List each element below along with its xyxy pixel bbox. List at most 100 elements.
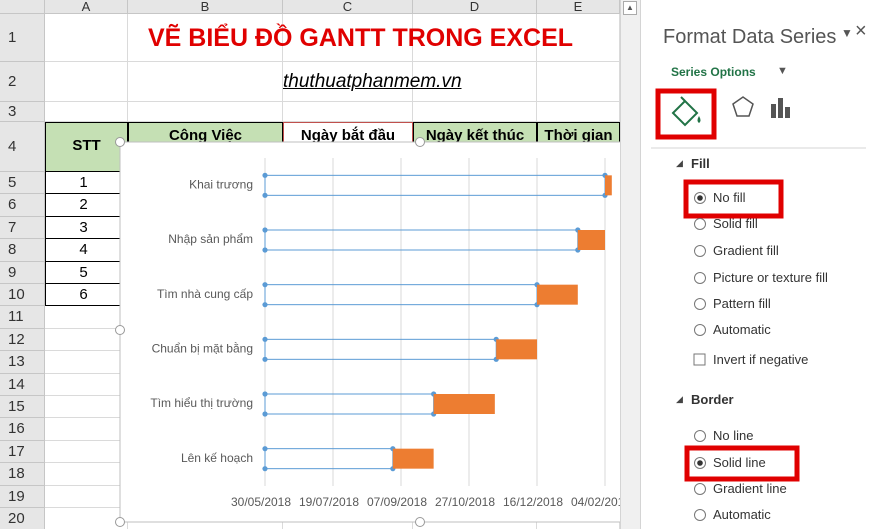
sheet-subtitle: thuthuatphanmem.vn xyxy=(283,71,462,92)
pane-close[interactable]: × xyxy=(855,20,867,42)
duration-bar xyxy=(537,284,578,305)
x-tick-label: 27/10/2018 xyxy=(435,495,495,509)
radio-label[interactable]: Picture or texture fill xyxy=(713,270,828,285)
cell xyxy=(413,14,537,62)
row-header[interactable]: 20 xyxy=(0,508,45,529)
column-header[interactable]: A xyxy=(45,0,128,14)
row-header[interactable]: 12 xyxy=(0,328,45,352)
radio-label[interactable]: Automatic xyxy=(713,507,771,522)
radio-label[interactable]: Solid line xyxy=(713,455,766,470)
highlight-box xyxy=(655,88,717,140)
pane-menu[interactable]: ▼ xyxy=(841,26,853,40)
row-header[interactable]: 8 xyxy=(0,239,45,262)
selection-handle xyxy=(262,446,268,452)
format-pane: Format Data Series ▼ × Series Options ▼ ◢ Fill… xyxy=(640,0,870,529)
row-header[interactable]: 17 xyxy=(0,440,45,464)
effects-icon xyxy=(732,96,754,117)
selection-handle xyxy=(262,282,268,288)
row-header[interactable]: 1 xyxy=(0,14,45,62)
radio-label[interactable]: No line xyxy=(713,428,754,443)
row-header[interactable]: 6 xyxy=(0,194,45,217)
options-icon-3 xyxy=(785,107,790,118)
radio-label[interactable]: Gradient line xyxy=(713,481,787,496)
sheet-title: VẼ BIỂU ĐỒ GANTT TRONG EXCEL xyxy=(148,24,574,52)
selection-handle xyxy=(262,172,268,178)
radio-label[interactable]: Pattern fill xyxy=(713,296,771,311)
radio xyxy=(694,298,706,310)
selection-handle xyxy=(262,391,268,397)
radio-label[interactable]: Solid fill xyxy=(713,216,758,231)
cell xyxy=(128,14,283,62)
series-options-tab[interactable]: Series Options xyxy=(671,65,756,79)
y-tick-label: Chuẩn bị mặt bằng xyxy=(152,341,253,356)
row-header[interactable]: 3 xyxy=(0,102,45,122)
duration-bar xyxy=(392,448,434,469)
worksheet: A B C D E 1 2 3 4 5 6 7 8 9 10 11 12 13 14 15 16 17 18 19 20 VẼ B… xyxy=(0,0,620,529)
radio xyxy=(694,430,706,442)
radio-label[interactable]: Gradient fill xyxy=(713,243,779,258)
options-icon-1 xyxy=(771,104,776,118)
section-toggle[interactable]: ◢ xyxy=(676,158,683,168)
checkbox xyxy=(693,353,706,366)
column-header[interactable]: D xyxy=(413,0,537,14)
row-header[interactable]: 7 xyxy=(0,216,45,240)
column-header[interactable]: C xyxy=(283,0,413,14)
cell xyxy=(283,62,413,102)
radio xyxy=(694,457,706,469)
cell xyxy=(45,62,128,102)
resize-handle xyxy=(115,137,125,147)
header-cell[interactable]: STT xyxy=(45,122,128,172)
selection-handle xyxy=(262,302,268,308)
row-header[interactable]: 16 xyxy=(0,418,45,441)
y-tick-label: Nhập sản phẩm xyxy=(168,232,253,246)
selection-handle xyxy=(262,356,268,362)
duration-bar xyxy=(433,394,495,414)
chart[interactable]: 30/05/2018 19/07/2018 07/09/2018 27/10/2018… xyxy=(0,0,620,529)
tab-arrow: ▼ xyxy=(777,65,788,77)
selection-handle xyxy=(262,227,268,233)
radio xyxy=(694,483,706,495)
scrollbar[interactable]: ▲ xyxy=(620,0,640,529)
cell xyxy=(128,62,283,102)
row-header[interactable]: 9 xyxy=(0,261,45,284)
row-header[interactable]: 4 xyxy=(0,122,45,172)
radio xyxy=(694,509,706,521)
resize-handle xyxy=(115,325,125,335)
resize-handle xyxy=(415,137,425,147)
x-tick-label: 19/07/2018 xyxy=(299,495,359,509)
x-tick-label: 04/02/2019 xyxy=(571,495,620,509)
row-header[interactable]: 11 xyxy=(0,306,45,329)
corner xyxy=(0,0,45,14)
row-header[interactable]: 14 xyxy=(0,373,45,396)
x-tick-label: 16/12/2018 xyxy=(503,495,563,509)
column-header[interactable]: E xyxy=(537,0,620,14)
section-heading[interactable]: Border xyxy=(691,392,734,407)
selection-handle xyxy=(262,336,268,342)
row-header[interactable]: 18 xyxy=(0,463,45,486)
radio-label[interactable]: Automatic xyxy=(713,322,771,337)
radio-label[interactable]: No fill xyxy=(713,190,746,205)
row-header[interactable]: 13 xyxy=(0,351,45,374)
paint-drop xyxy=(697,116,701,123)
section-heading[interactable]: Fill xyxy=(691,156,710,171)
row-header[interactable]: 19 xyxy=(0,485,45,508)
row-header[interactable]: 5 xyxy=(0,172,45,195)
radio xyxy=(694,324,706,336)
y-tick-label: Khai trương xyxy=(189,178,253,192)
fill-icon xyxy=(671,96,699,127)
y-tick-label: Lên kế hoạch xyxy=(181,451,253,465)
checkbox-label[interactable]: Invert if negative xyxy=(713,352,809,367)
row-header[interactable]: 2 xyxy=(0,62,45,102)
scroll-up[interactable]: ▲ xyxy=(623,1,637,15)
section-toggle[interactable]: ◢ xyxy=(676,394,683,404)
radio xyxy=(694,245,706,257)
radio-dot xyxy=(697,195,703,201)
row-header[interactable]: 10 xyxy=(0,284,45,307)
column-header[interactable]: B xyxy=(128,0,283,14)
selection-handle xyxy=(262,192,268,198)
radio xyxy=(694,192,706,204)
cell xyxy=(45,14,128,62)
cell xyxy=(283,14,413,62)
row-header[interactable]: 15 xyxy=(0,396,45,419)
pane-title: Format Data Series xyxy=(663,26,837,48)
